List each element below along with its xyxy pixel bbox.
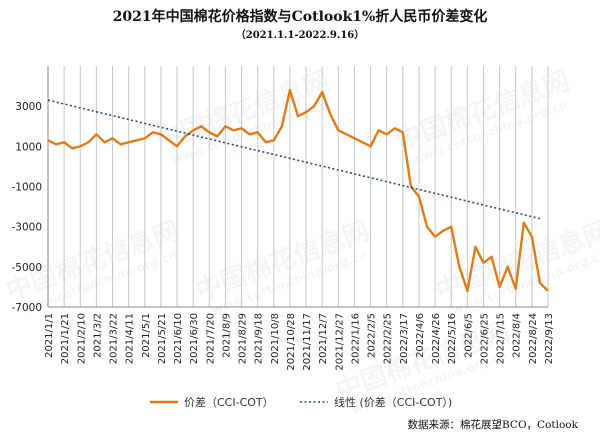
legend-label: 价差（CCI-COT） <box>184 395 274 409</box>
x-tick-label: 2021/10/28 <box>286 313 297 371</box>
x-tick-label: 2022/7/15 <box>496 313 507 364</box>
x-tick-label: 2022/5/16 <box>447 313 458 364</box>
x-tick-label: 2021/3/2 <box>92 313 103 358</box>
x-tick-label: 2021/7/20 <box>205 313 216 364</box>
legend-label: 线性 (价差（CCI-COT）) <box>334 395 452 409</box>
x-tick-label: 2022/8/4 <box>512 313 523 358</box>
x-tick-label: 2021/10/8 <box>270 313 281 364</box>
x-tick-label: 2022/4/26 <box>431 313 442 364</box>
x-tick-label: 2022/6/25 <box>479 313 490 364</box>
series-line <box>47 88 549 293</box>
y-tick-label: -5000 <box>11 262 42 274</box>
x-tick-label: 2021/1/1 <box>44 313 55 358</box>
x-tick-label: 2022/9/13 <box>544 313 555 364</box>
y-tick-label: 1000 <box>15 141 42 153</box>
x-tick-label: 2021/9/18 <box>254 313 265 364</box>
data-source: 数据来源：棉花展望BCO，Cotlook <box>407 419 579 431</box>
x-tick-label: 2021/5/21 <box>157 313 168 364</box>
x-tick-label: 2021/8/9 <box>221 313 232 358</box>
legend: 价差（CCI-COT） 线性 (价差（CCI-COT）) <box>150 395 452 409</box>
chart-title: 2021年中国棉花价格指数与Cotlook1%折人民币价差变化 <box>112 9 488 25</box>
x-tick-label: 2021/5/1 <box>141 313 152 358</box>
x-tick-label: 2022/2/5 <box>367 313 378 358</box>
x-tick-label: 2021/11/17 <box>302 313 313 371</box>
x-tick-label: 2022/8/24 <box>528 313 539 364</box>
x-tick-label: 2021/12/7 <box>318 313 329 364</box>
x-tick-label: 2022/2/25 <box>383 313 394 364</box>
x-tick-label: 2021/6/30 <box>189 313 200 364</box>
y-tick-label: -3000 <box>11 222 42 234</box>
x-tick-label: 2021/12/27 <box>334 313 345 371</box>
chart-subtitle: （2021.1.1-2022.9.16） <box>235 30 365 41</box>
x-tick-label: 2021/1/21 <box>60 313 71 364</box>
x-tick-label: 2021/8/29 <box>238 313 249 364</box>
y-tick-label: 3000 <box>15 101 42 113</box>
x-tick-label: 2022/3/17 <box>399 313 410 364</box>
x-tick-label: 2022/6/5 <box>463 313 474 358</box>
x-tick-label: 2021/3/22 <box>109 313 120 364</box>
x-tick-label: 2021/4/11 <box>125 313 136 364</box>
y-tick-label: -7000 <box>11 302 42 314</box>
trend-line <box>47 99 541 220</box>
x-tick-label: 2022/4/6 <box>415 313 426 358</box>
x-tick-label: 2021/6/10 <box>173 313 184 364</box>
x-tick-label: 2022/1/16 <box>350 313 361 364</box>
y-tick-label: -1000 <box>11 182 42 194</box>
x-tick-label: 2021/2/10 <box>76 313 87 364</box>
